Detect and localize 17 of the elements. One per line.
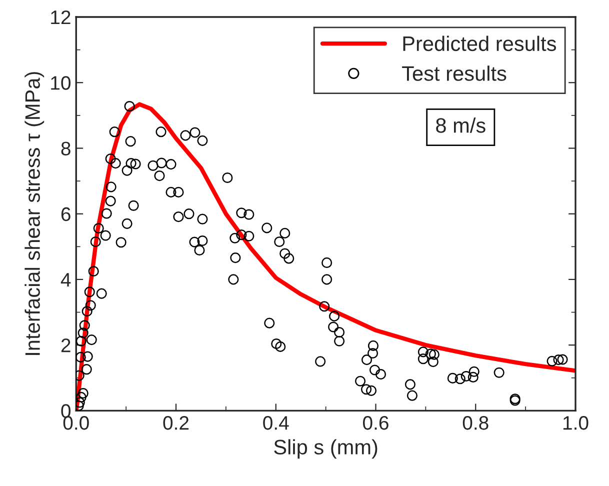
y-tick-label: 8 bbox=[61, 142, 70, 156]
annotation: 8 m/s bbox=[436, 118, 486, 133]
x-tick-label: 0.6 bbox=[363, 416, 388, 430]
y-axis-title: Interfacial shear stress τ (MPa) bbox=[24, 72, 44, 355]
x-tick-label: 0.4 bbox=[263, 416, 289, 430]
y-tick-label: 10 bbox=[51, 76, 71, 90]
legend-label: Predicted results bbox=[403, 36, 556, 52]
x-axis-title: Slip s (mm) bbox=[274, 439, 378, 459]
x-tick-label: 0.8 bbox=[462, 416, 488, 430]
x-tick-label: 0.0 bbox=[63, 416, 89, 430]
legend-label: Test results bbox=[402, 66, 506, 81]
y-tick-label: 2 bbox=[61, 338, 70, 352]
y-tick-label: 4 bbox=[60, 273, 71, 286]
x-tick-label: 1.0 bbox=[563, 416, 588, 430]
x-tick-label: 0.2 bbox=[163, 416, 189, 430]
y-tick-label: 12 bbox=[51, 10, 70, 24]
y-tick-label: 6 bbox=[61, 207, 70, 222]
